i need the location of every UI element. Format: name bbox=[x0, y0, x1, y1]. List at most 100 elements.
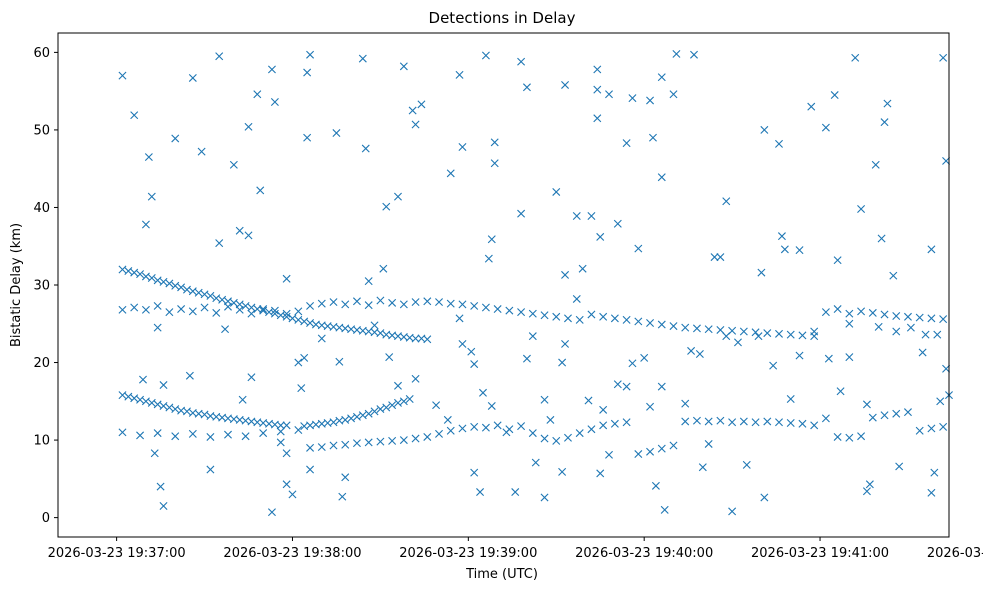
data-point bbox=[927, 488, 936, 497]
data-point bbox=[247, 373, 256, 382]
data-point bbox=[599, 312, 608, 321]
data-point bbox=[212, 308, 221, 317]
data-point bbox=[376, 296, 385, 305]
data-point bbox=[821, 414, 830, 423]
y-tick-label: 50 bbox=[33, 123, 50, 138]
data-point bbox=[215, 52, 224, 61]
data-point bbox=[751, 328, 760, 337]
data-point bbox=[563, 433, 572, 442]
data-point bbox=[552, 436, 561, 445]
data-point bbox=[141, 397, 150, 406]
data-point bbox=[716, 325, 725, 334]
data-point bbox=[777, 232, 786, 241]
data-point bbox=[238, 395, 247, 404]
data-point bbox=[303, 68, 312, 77]
data-point bbox=[487, 401, 496, 410]
data-point bbox=[153, 429, 162, 438]
data-point bbox=[918, 348, 927, 357]
data-point bbox=[657, 320, 666, 329]
data-point bbox=[393, 192, 402, 201]
data-point bbox=[297, 384, 306, 393]
data-point bbox=[807, 102, 816, 111]
data-point bbox=[660, 505, 669, 514]
x-tick-label: 2026-03-23 19:39:00 bbox=[399, 546, 537, 561]
data-point bbox=[352, 412, 361, 421]
data-point bbox=[282, 309, 291, 318]
data-point bbox=[282, 312, 291, 321]
data-point bbox=[517, 308, 526, 317]
data-point bbox=[411, 334, 420, 343]
data-point bbox=[821, 123, 830, 132]
data-point bbox=[259, 306, 268, 315]
data-point bbox=[159, 501, 168, 510]
data-point bbox=[775, 139, 783, 148]
data-point bbox=[364, 277, 373, 286]
data-point bbox=[646, 402, 655, 411]
data-point bbox=[857, 307, 866, 316]
data-point bbox=[563, 314, 572, 323]
data-point bbox=[352, 439, 361, 448]
data-point bbox=[276, 427, 285, 436]
data-point bbox=[411, 374, 420, 383]
data-point bbox=[939, 53, 948, 62]
data-point bbox=[165, 403, 174, 412]
data-point bbox=[382, 202, 391, 211]
data-point bbox=[622, 315, 631, 324]
data-point bbox=[845, 319, 854, 328]
data-point bbox=[493, 421, 502, 430]
data-point bbox=[446, 299, 455, 308]
data-point bbox=[628, 359, 637, 368]
data-point bbox=[282, 274, 291, 283]
data-point bbox=[341, 440, 350, 449]
data-point bbox=[244, 231, 253, 240]
data-point bbox=[458, 142, 467, 151]
data-point bbox=[153, 400, 162, 409]
data-point bbox=[540, 434, 549, 443]
data-point bbox=[760, 493, 769, 502]
data-point bbox=[634, 317, 643, 326]
data-point bbox=[558, 358, 567, 367]
data-point bbox=[200, 410, 209, 419]
data-point bbox=[657, 382, 666, 391]
data-point bbox=[118, 391, 127, 400]
data-point bbox=[364, 438, 373, 447]
data-point bbox=[634, 450, 643, 459]
data-point bbox=[376, 437, 385, 446]
data-point bbox=[862, 400, 871, 409]
data-point bbox=[171, 405, 180, 414]
data-point bbox=[300, 353, 309, 362]
data-point bbox=[552, 187, 561, 196]
data-point bbox=[733, 338, 742, 347]
data-point bbox=[171, 432, 180, 441]
y-tick-label: 60 bbox=[33, 46, 50, 61]
data-point bbox=[528, 309, 537, 318]
data-point bbox=[892, 312, 901, 321]
x-tick-label: 2026-03-23 19:41:00 bbox=[751, 546, 889, 561]
data-point bbox=[470, 468, 479, 477]
data-point bbox=[443, 415, 452, 424]
data-point bbox=[361, 144, 370, 153]
data-point bbox=[423, 432, 432, 441]
data-point bbox=[596, 469, 605, 478]
data-point bbox=[490, 138, 499, 147]
data-point bbox=[470, 360, 479, 369]
data-point bbox=[265, 308, 274, 317]
data-point bbox=[528, 332, 537, 341]
data-point bbox=[915, 313, 924, 322]
y-axis-ticks: 0 10 20 30 40 50 60 bbox=[33, 46, 58, 526]
y-tick-label: 20 bbox=[33, 356, 50, 371]
data-point bbox=[716, 416, 725, 425]
data-point bbox=[552, 312, 561, 321]
data-point bbox=[136, 270, 145, 279]
data-point bbox=[136, 395, 145, 404]
data-point bbox=[593, 85, 602, 94]
data-point bbox=[877, 234, 886, 243]
data-point bbox=[224, 302, 232, 311]
data-point bbox=[540, 311, 549, 320]
x-tick-label: 2026-03-23 19:38:00 bbox=[223, 546, 361, 561]
data-point bbox=[411, 434, 420, 443]
data-point bbox=[587, 310, 596, 319]
x-axis-ticks: 2026-03-23 19:37:00 2026-03-23 19:38:00 20… bbox=[48, 537, 983, 561]
data-point bbox=[505, 306, 514, 315]
